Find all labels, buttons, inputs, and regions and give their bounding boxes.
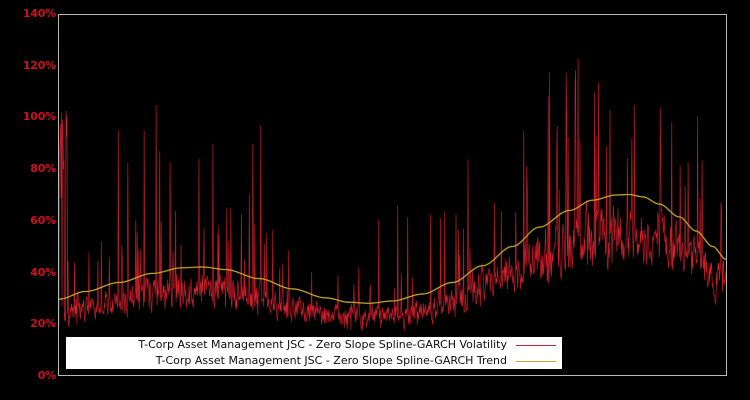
y-axis: 140% 120% 100% 80% 60% 40% 20% 0% (0, 0, 56, 400)
y-axis-tick-label: 0% (37, 369, 56, 382)
legend-item-trend: T-Corp Asset Management JSC - Zero Slope… (66, 353, 562, 369)
y-axis-tick-label: 80% (30, 162, 56, 176)
legend-label-trend: T-Corp Asset Management JSC - Zero Slope… (155, 354, 507, 367)
legend-swatch-trend-icon (516, 360, 556, 362)
legend-item-volatility: T-Corp Asset Management JSC - Zero Slope… (66, 337, 562, 353)
legend-label-volatility: T-Corp Asset Management JSC - Zero Slope… (138, 338, 507, 351)
y-axis-tick-label: 20% (30, 317, 56, 331)
y-axis-tick-label: 140% (22, 7, 56, 20)
y-axis-tick-label: 100% (22, 110, 56, 124)
legend-swatch-volatility-icon (516, 344, 556, 346)
y-axis-tick-label: 120% (22, 58, 56, 72)
y-axis-tick-label: 40% (30, 265, 56, 279)
y-axis-tick-label: 60% (30, 213, 56, 227)
plot-area (58, 14, 727, 376)
chart-legend: T-Corp Asset Management JSC - Zero Slope… (66, 337, 562, 369)
volatility-chart-canvas (59, 15, 726, 375)
